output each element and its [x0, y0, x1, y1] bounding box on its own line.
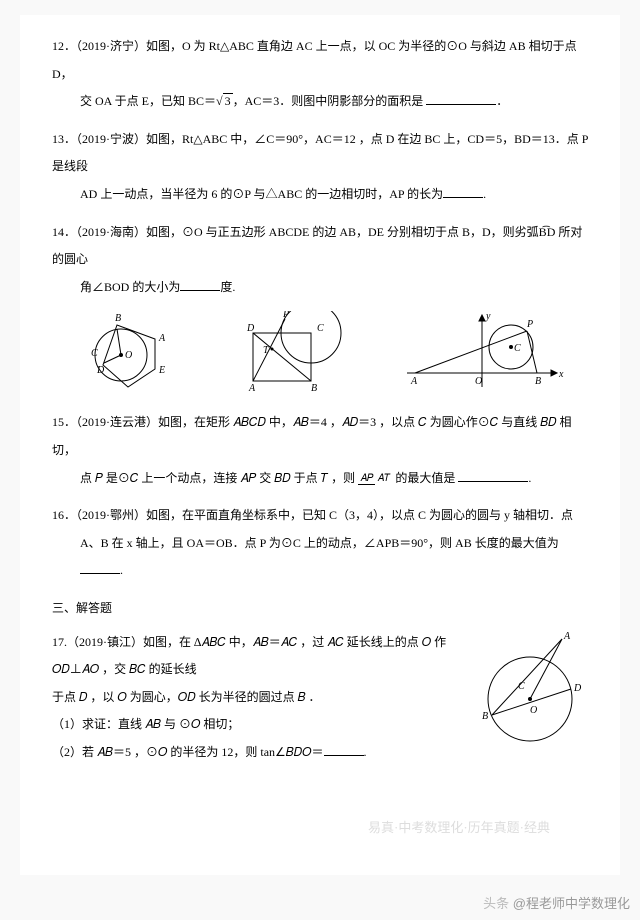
sqrt-value: 3 — [223, 93, 233, 108]
fig-label: D — [96, 365, 105, 376]
fig-label: D — [246, 323, 255, 334]
fig-label: O — [530, 705, 537, 716]
problem-text-line: 交 OA 于点 E，已知 BC＝ 3，AC＝3．则图中阴影部分的面积是 ． — [52, 88, 588, 116]
problem-13: 13．（2019·宁波）如图，Rt△ABC 中，∠C＝90°，AC＝12 ，点 … — [52, 126, 588, 209]
text-fragment: 角∠BOD 的大小为 — [80, 280, 180, 294]
problem-text-line: A、B 在 x 轴上，且 OA＝OB．点 P 为⊙C 上的动点，∠APB＝90°… — [52, 530, 588, 585]
fig-label: x — [558, 369, 564, 380]
text-fragment: 点 𝑃 是⊙𝐶 上一个动点，连接 𝐴𝑃 交 𝐵𝐷 于点 𝑇 ，则 — [80, 471, 358, 485]
fig-label: D — [573, 683, 582, 694]
text-fragment: 的最大值是 — [392, 471, 458, 485]
text-fragment: . — [364, 745, 367, 759]
fig-label: A — [563, 631, 571, 642]
problem-number: 13． — [52, 132, 76, 146]
answer-blank — [324, 744, 364, 756]
problem-number: 15． — [52, 415, 76, 429]
problem-number: 17. — [52, 635, 67, 649]
problem-text: （2019·宁波）如图，Rt△ABC 中，∠C＝90°，AC＝12 ，点 D 在… — [52, 132, 588, 174]
footer-prefix: 头条 — [483, 896, 513, 911]
fig-label: P — [282, 311, 289, 320]
problem-17: A B C D O 17.（2019·镇江）如图，在 ∆𝐴𝐵𝐶 中，𝐴𝐵＝𝐴𝐶 … — [52, 629, 588, 767]
fig-label: C — [518, 681, 525, 692]
text-fragment: . — [528, 471, 531, 485]
problem-14: 14．（2019·海南）如图，⊙O 与正五边形 ABCDE 的边 AB，DE 分… — [52, 219, 588, 302]
fig-label: B — [482, 711, 488, 722]
problem-text-line: 角∠BOD 的大小为 度. — [52, 274, 588, 302]
figure-circle-triangle: A B C D O — [468, 629, 588, 749]
answer-blank — [443, 186, 483, 198]
fig-label: O — [125, 350, 132, 361]
problem-text: （2019·镇江）如图，在 ∆𝐴𝐵𝐶 中，𝐴𝐵＝𝐴𝐶 ，过 𝐴𝐶 延长线上的点 … — [52, 635, 446, 677]
text-fragment: . — [120, 563, 123, 577]
text-fragment: A、B 在 x 轴上，且 OA＝OB．点 P 为⊙C 上的动点，∠APB＝90°… — [80, 536, 559, 550]
fig-label: C — [514, 343, 521, 354]
fig-label: A — [410, 376, 418, 387]
fraction: 𝐴𝑃𝐴𝑇 — [358, 473, 392, 484]
answer-blank — [458, 470, 528, 482]
text-fragment: ． — [496, 94, 508, 108]
fig-label: P — [526, 319, 533, 330]
document-page: 12．（2019·济宁）如图，O 为 Rt△ABC 直角边 AC 上一点，以 O… — [20, 15, 620, 875]
fig-label: B — [115, 313, 121, 324]
text-fragment: 交 OA 于点 E，已知 BC＝ — [80, 94, 216, 108]
problem-number: 14． — [52, 225, 76, 239]
text-fragment: 度. — [220, 280, 235, 294]
fig-label: E — [158, 365, 165, 376]
fig-label: O — [475, 376, 482, 387]
problem-16: 16．（2019·鄂州）如图，在平面直角坐标系中，已知 C（3，4），以点 C … — [52, 502, 588, 585]
page-footer: 头条 @程老师中学数理化 — [483, 893, 630, 912]
answer-blank — [80, 562, 120, 574]
section-heading: 三、解答题 — [52, 595, 588, 623]
fraction-den: 𝐴𝑇 — [375, 473, 392, 484]
fig-label: C — [91, 348, 98, 359]
text-fragment: ，AC＝3．则图中阴影部分的面积是 — [233, 94, 427, 108]
fig-label: C — [317, 323, 324, 334]
watermark-text: 易真·中考数理化·历年真题·经典 — [368, 813, 550, 843]
fig-label: A — [158, 333, 166, 344]
fig-label: A — [248, 383, 256, 394]
problem-text: （2019·连云港）如图，在矩形 𝐴𝐵𝐶𝐷 中，𝐴𝐵＝4 ，𝐴𝐷＝3 ，以点 𝐶… — [52, 415, 572, 457]
text-fragment: AD 上一动点，当半径为 6 的⊙P 与△ABC 的一边相切时，AP 的长为 — [80, 187, 443, 201]
text-fragment: . — [483, 187, 486, 201]
problem-12: 12．（2019·济宁）如图，O 为 Rt△ABC 直角边 AC 上一点，以 O… — [52, 33, 588, 116]
fig-label: y — [485, 311, 491, 322]
problem-text: （2019·鄂州）如图，在平面直角坐标系中，已知 C（3，4），以点 C 为圆心… — [76, 508, 573, 522]
figure-rect-circle: A B C D P T — [225, 311, 355, 395]
figure-row: A B C D E O A B C D P T — [52, 311, 588, 395]
answer-blank — [426, 93, 496, 105]
figure-axes-circle: A B C O P x y — [397, 311, 567, 395]
fig-label: B — [311, 383, 317, 394]
problem-text-line: AD 上一动点，当半径为 6 的⊙P 与△ABC 的一边相切时，AP 的长为. — [52, 181, 588, 209]
fig-label: B — [535, 376, 541, 387]
problem-15: 15．（2019·连云港）如图，在矩形 𝐴𝐵𝐶𝐷 中，𝐴𝐵＝4 ，𝐴𝐷＝3 ，以… — [52, 409, 588, 492]
answer-blank — [180, 279, 220, 291]
problem-text-line: 点 𝑃 是⊙𝐶 上一个动点，连接 𝐴𝑃 交 𝐵𝐷 于点 𝑇 ，则 𝐴𝑃𝐴𝑇 的最… — [52, 465, 588, 493]
problem-text: （2019·济宁）如图，O 为 Rt△ABC 直角边 AC 上一点，以 OC 为… — [52, 39, 577, 81]
footer-credit: @程老师中学数理化 — [513, 896, 630, 911]
problem-text: （2019·海南）如图，⊙O 与正五边形 ABCDE 的边 AB，DE 分别相切… — [52, 225, 582, 267]
sqrt-expr: 3 — [216, 88, 233, 116]
problem-number: 12． — [52, 39, 76, 53]
fraction-num: 𝐴𝑃 — [358, 473, 375, 485]
problem-number: 16． — [52, 508, 76, 522]
figure-pentagon-circle: A B C D E O — [73, 311, 183, 395]
text-fragment: （2）若 𝐴𝐵＝5 ，⊙𝑂 的半径为 12，则 tan∠𝐵𝐷𝑂＝ — [52, 745, 324, 759]
